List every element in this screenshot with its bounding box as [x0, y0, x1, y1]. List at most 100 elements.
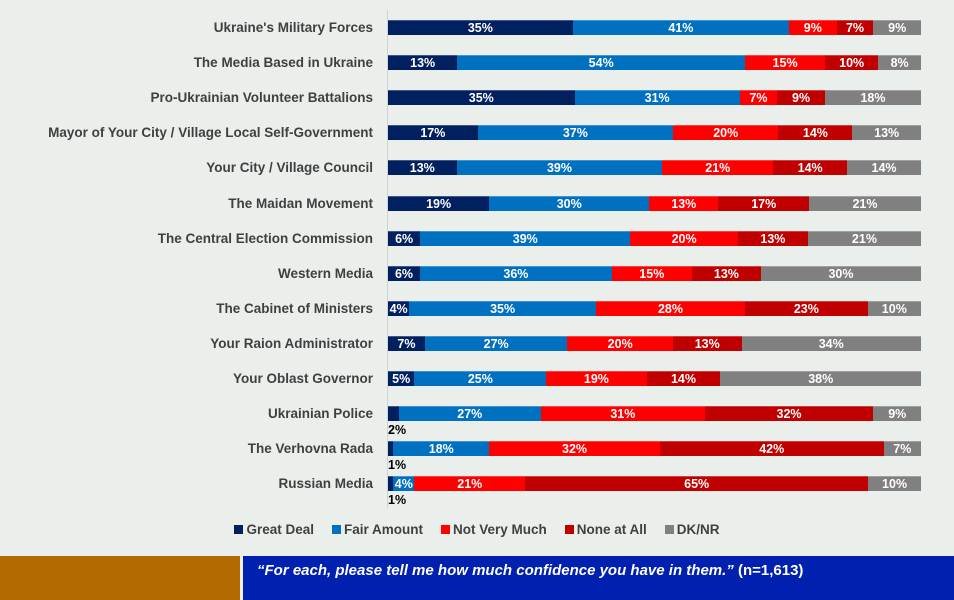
data-label: 13%: [874, 126, 900, 141]
bar-segment-none-at-all: 42%: [659, 441, 884, 457]
bar-segment-dk-nr: 13%: [852, 125, 921, 141]
bar-segment-great-deal: 13%: [388, 55, 458, 71]
data-label: 13%: [694, 336, 720, 351]
data-label: 4%: [389, 301, 408, 316]
legend-label: Fair Amount: [344, 522, 423, 537]
data-label: 17%: [420, 126, 446, 141]
bar-segment-dk-nr: 9%: [873, 20, 921, 35]
category-label: Mayor of Your City / Village Local Self-…: [48, 125, 373, 141]
data-label: 31%: [610, 407, 636, 422]
bar-segment-fair-amount: 36%: [419, 265, 612, 281]
data-label: 28%: [657, 301, 683, 316]
data-label: 14%: [871, 161, 897, 176]
data-label: 8%: [890, 56, 909, 71]
bar-segment-dk-nr: 8%: [878, 55, 921, 71]
data-label: 39%: [546, 161, 572, 176]
stacked-bar-chart: Ukraine's Military Forces 35% 41% 9% 7% 9% The…: [48, 10, 921, 508]
bar-segment-not-very-much: 31%: [541, 406, 705, 422]
data-label: 39%: [512, 231, 538, 246]
bar-segment-fair-amount: 54%: [457, 55, 746, 71]
bar-row-ukrainian-police: 27% 31% 32% 9%: [388, 406, 921, 422]
data-label: 6%: [395, 231, 414, 246]
data-label: 27%: [483, 336, 509, 351]
bar-segment-not-very-much: 20%: [630, 230, 738, 246]
data-label: 32%: [776, 407, 802, 422]
data-label-outside: 1%: [388, 493, 407, 508]
bar-segment-dk-nr: 14%: [847, 160, 921, 176]
data-label: 21%: [851, 231, 877, 246]
data-label: 18%: [860, 91, 886, 106]
data-label: 37%: [562, 126, 588, 141]
bar-segment-dk-nr: 18%: [825, 90, 921, 106]
bar-segment-none-at-all: 13%: [737, 230, 808, 246]
footer-accent-band: [0, 556, 240, 600]
bar-segment-dk-nr: 34%: [741, 335, 921, 351]
data-label: 5%: [392, 372, 411, 386]
data-label: 27%: [457, 407, 483, 422]
data-label: 36%: [503, 266, 529, 281]
bar-segment-not-very-much: 21%: [662, 160, 774, 176]
legend-label: None at All: [576, 522, 647, 537]
legend-label: Great Deal: [246, 522, 314, 537]
bar-segment-not-very-much: 7%: [739, 90, 778, 106]
legend-label: Not Very Much: [453, 522, 547, 537]
bar-segment-great-deal: 7%: [388, 335, 425, 351]
bar-segment-fair-amount: 35%: [409, 300, 596, 316]
data-label: 6%: [394, 266, 414, 281]
category-label: Your Raion Administrator: [210, 335, 373, 351]
bar-segment-fair-amount: 27%: [398, 406, 542, 422]
bar-segment-not-very-much: 13%: [649, 195, 719, 211]
data-label: 42%: [759, 442, 785, 457]
category-label: The Maidan Movement: [228, 195, 373, 211]
bar-row-ukraine-s-military-forces: 35% 41% 9% 7% 9%: [388, 20, 921, 35]
bar-segment-none-at-all: 14%: [646, 371, 721, 386]
bar-segment-great-deal: [388, 476, 394, 492]
bar-segment-not-very-much: 32%: [489, 441, 660, 457]
bar-segment-dk-nr: 38%: [720, 371, 921, 386]
data-label: 7%: [845, 21, 865, 35]
bar-segment-not-very-much: 21%: [414, 476, 526, 492]
data-label: 9%: [888, 407, 907, 422]
bar-segment-fair-amount: 18%: [393, 441, 490, 457]
category-label: Ukraine's Military Forces: [213, 20, 373, 35]
data-label: 21%: [457, 477, 483, 492]
bar-row-pro-ukrainian-volunteer-battalions: 35% 31% 7% 9% 18%: [388, 90, 921, 106]
data-label: 9%: [888, 21, 907, 35]
data-label: 9%: [792, 91, 811, 106]
category-label: The Central Election Commission: [157, 230, 373, 246]
data-label: 13%: [760, 231, 786, 246]
legend: Great Deal Fair Amount Not Very Much None a…: [0, 522, 954, 537]
bar-row-the-maidan-movement: 19% 30% 13% 17% 21%: [388, 195, 921, 211]
bar-row-western-media: 6% 36% 15% 13% 30%: [388, 265, 921, 281]
legend-label: DK/NR: [676, 522, 720, 537]
data-label: 20%: [671, 231, 697, 246]
bar-segment-not-very-much: 9%: [789, 20, 837, 35]
data-label: 10%: [881, 301, 907, 316]
data-label: 25%: [467, 372, 493, 386]
bar-segment-great-deal: 35%: [388, 90, 575, 106]
data-label: 14%: [802, 126, 828, 141]
bar-segment-great-deal: 35%: [388, 20, 573, 35]
category-label: Pro-Ukrainian Volunteer Battalions: [150, 90, 373, 106]
bar-segment-dk-nr: 10%: [868, 476, 921, 492]
bar-row-your-oblast-governor: 5% 25% 19% 14% 38%: [388, 371, 921, 386]
bar-segment-fair-amount: 30%: [489, 195, 650, 211]
data-label: 32%: [562, 442, 588, 457]
data-label: 9%: [803, 21, 822, 35]
data-label: 13%: [409, 161, 435, 176]
data-label: 19%: [583, 372, 609, 386]
bar-segment-dk-nr: 7%: [883, 441, 921, 457]
bar-row-your-city-village-council: 13% 39% 21% 14% 14%: [388, 160, 921, 176]
data-label: 38%: [808, 372, 834, 386]
bar-segment-not-very-much: 19%: [546, 371, 647, 386]
data-label: 21%: [705, 161, 731, 176]
survey-question: “For each, please tell me how much confi…: [257, 562, 734, 579]
data-label: 15%: [639, 266, 665, 281]
data-label: 4%: [394, 477, 413, 492]
bar-segment-great-deal: [388, 441, 394, 457]
bar-segment-fair-amount: 41%: [572, 20, 790, 35]
bar-segment-dk-nr: 30%: [761, 265, 921, 281]
data-label: 65%: [684, 477, 710, 492]
data-label: 35%: [468, 91, 494, 106]
data-label: 10%: [839, 56, 865, 71]
